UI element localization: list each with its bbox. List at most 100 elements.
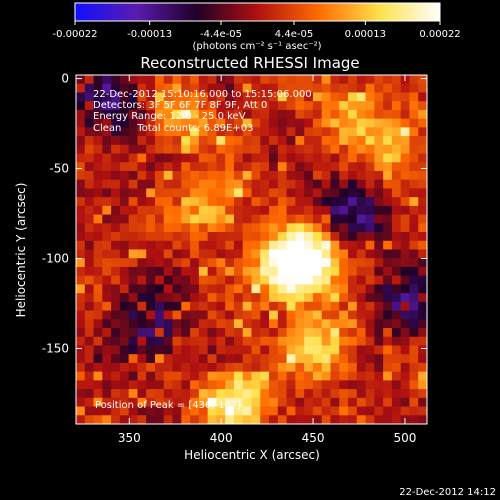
heatmap-cell [312,170,323,181]
heatmap-cell [365,127,375,137]
heatmap-cell [312,301,323,311]
heatmap-cell [400,101,410,111]
heatmap-cell [137,389,147,399]
heatmap-cell [321,101,331,111]
heatmap-cell [146,258,156,268]
heatmap-cell [365,153,375,163]
heatmap-cell [190,371,200,381]
heatmap-cell [119,188,130,198]
heatmap-cell [348,354,358,364]
heatmap-cell [225,362,235,373]
heatmap-cell [146,328,156,338]
heatmap-cell [93,136,103,146]
heatmap-cell [383,258,393,268]
heatmap-cell [128,284,138,294]
heatmap-cell [102,170,112,181]
heatmap-cell [418,153,427,163]
heatmap-cell [383,232,393,242]
heatmap-cell [321,205,331,215]
heatmap-cell [418,232,427,242]
heatmap-cell [304,354,314,364]
heatmap-cell [391,345,402,355]
heatmap-cell [84,354,94,364]
heatmap-cell [137,197,147,207]
heatmap-cell [286,266,296,277]
heatmap-cell [286,170,296,181]
heatmap-cell [233,397,244,407]
heatmap-cell [137,397,147,407]
heatmap-cell [119,284,130,294]
heatmap-cell [190,345,200,355]
heatmap-cell [242,258,252,268]
heatmap-cell [242,92,252,102]
heatmap-cell [84,240,94,250]
heatmap-cell [304,371,314,381]
heatmap-cell [260,354,270,364]
heatmap-cell [269,275,279,285]
heatmap-cell [321,362,331,373]
heatmap-cell [251,319,261,329]
heatmap-cell [198,205,209,215]
heatmap-cell [207,389,217,399]
heatmap-cell [391,197,402,207]
heatmap-cell [339,109,349,120]
heatmap-cell [339,354,349,364]
heatmap-cell [146,301,156,311]
heatmap-cell [383,109,393,120]
heatmap-cell [216,362,226,373]
heatmap-cell [365,406,375,416]
heatmap-cell [137,153,147,163]
heatmap-cell [286,354,296,364]
heatmap-cell [111,328,121,338]
heatmap-cell [304,249,314,259]
heatmap-cell [172,293,182,303]
heatmap-cell [216,258,226,268]
heatmap-cell [383,83,393,93]
heatmap-cell [207,170,217,181]
heatmap-cell [418,118,427,128]
heatmap-cell [356,310,366,320]
heatmap-cell [330,249,340,259]
heatmap-cell [190,389,200,399]
heatmap-cell [84,162,94,172]
heatmap-cell [365,188,375,198]
heatmap-cell [260,118,270,128]
heatmap-cell [348,371,358,381]
heatmap-cell [312,205,323,215]
heatmap-cell [400,266,410,277]
heatmap-cell [233,380,244,390]
heatmap-cell [365,371,375,381]
heatmap-cell [198,127,209,137]
heatmap-cell [304,197,314,207]
heatmap-cell [154,258,165,268]
heatmap-cell [374,127,384,137]
heatmap-cell [418,415,427,424]
heatmap-cell [172,232,182,242]
heatmap-cell [242,275,252,285]
heatmap-cell [312,144,323,154]
heatmap-cell [233,92,244,102]
heatmap-cell [269,223,279,233]
heatmap-cell [181,197,191,207]
heatmap-cell [225,118,235,128]
heatmap-cell [216,179,226,189]
heatmap-cell [111,301,121,311]
heatmap-cell [84,258,94,268]
heatmap-cell [409,240,419,250]
heatmap-cell [172,354,182,364]
heatmap-cell [84,275,94,285]
heatmap-cell [277,240,287,250]
heatmap-cell [383,310,393,320]
heatmap-cell [365,101,375,111]
heatmap-cell [207,258,217,268]
heatmap-cell [277,310,287,320]
heatmap-cell [216,284,226,294]
heatmap-cell [137,232,147,242]
heatmap-cell [154,101,165,111]
heatmap-cell [137,415,147,424]
heatmap-cell [286,144,296,154]
heatmap-cell [356,240,366,250]
heatmap-cell [321,214,331,224]
heatmap-cell [146,415,156,424]
heatmap-cell [391,284,402,294]
